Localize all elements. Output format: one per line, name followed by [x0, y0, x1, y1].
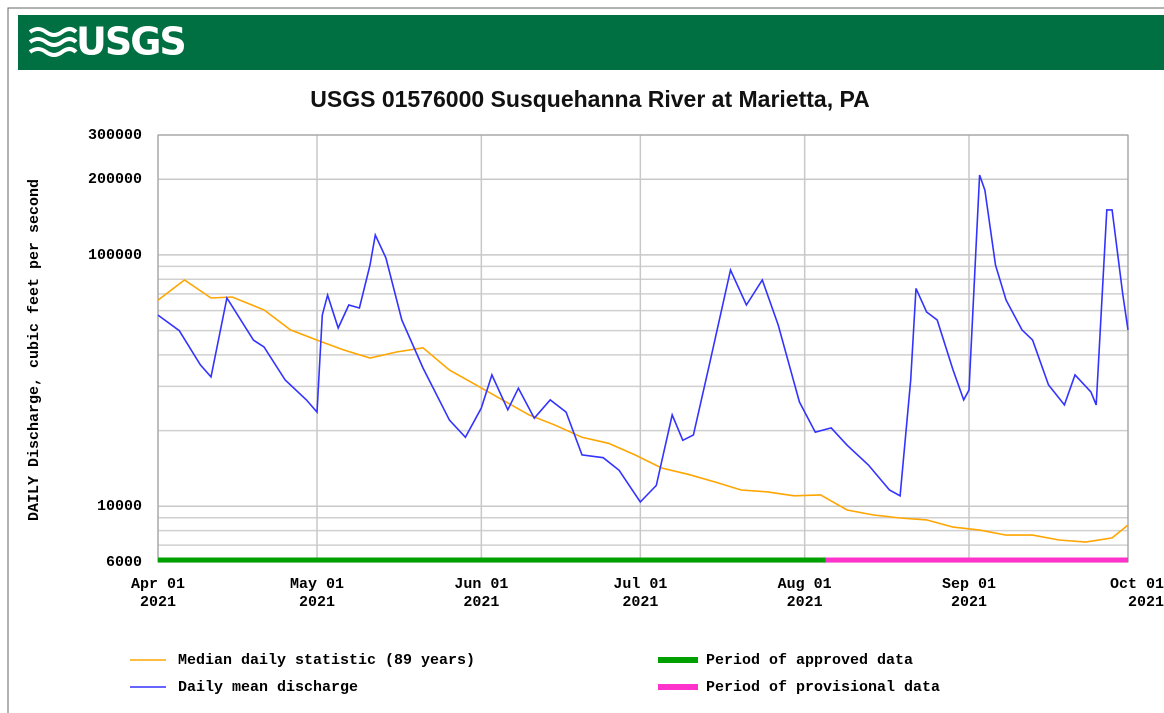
x-tick-label: May 01 2021: [290, 576, 345, 611]
logo-waves: [28, 27, 78, 57]
chart-title: USGS 01576000 Susquehanna River at Marie…: [310, 86, 869, 112]
header-bar: [18, 15, 1164, 70]
y-axis-label: DAILY Discharge, cubic feet per second: [26, 179, 43, 521]
x-tick-label: Oct 01 2021: [1109, 576, 1164, 611]
legend-label: Period of approved data: [706, 652, 913, 669]
x-tick-label: Sep 01 2021: [941, 576, 996, 611]
logo: USGS: [76, 20, 185, 64]
legend-label: Daily mean discharge: [178, 679, 358, 696]
x-tick-label: Aug 01 2021: [777, 576, 832, 611]
series-line: [157, 174, 1129, 504]
plot-area: [158, 135, 1128, 562]
y-tick-label: 100000: [88, 247, 142, 264]
legend-label: Median daily statistic (89 years): [178, 652, 475, 669]
y-tick-label: 10000: [97, 498, 142, 515]
x-tick-label: Jun 01 2021: [454, 576, 509, 611]
y-tick-label: 6000: [106, 554, 142, 571]
frame: [7, 7, 1164, 713]
x-tick-label: Apr 01 2021: [130, 576, 185, 611]
y-tick-label: 200000: [88, 171, 142, 188]
y-tick-label: 300000: [88, 127, 142, 144]
legend-label: Period of provisional data: [706, 679, 940, 696]
x-tick-label: Jul 01 2021: [613, 576, 668, 611]
